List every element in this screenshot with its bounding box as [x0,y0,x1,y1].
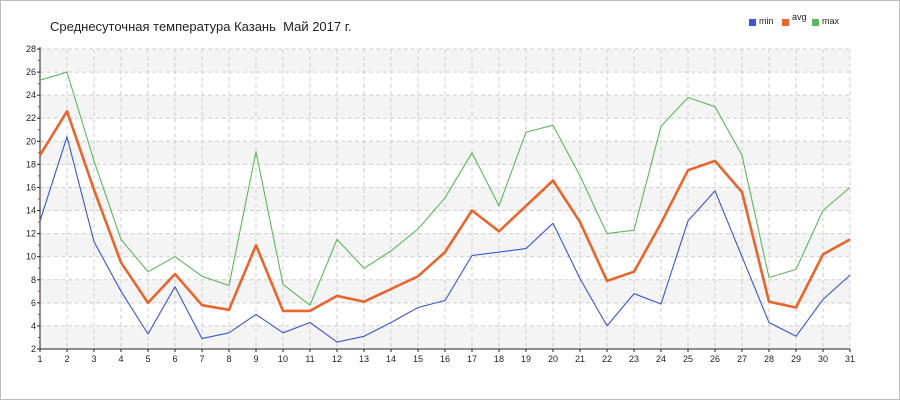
x-tick-label: 6 [172,354,177,364]
x-tick-label: 11 [305,354,314,364]
x-tick-label: 14 [386,354,396,364]
grid-band [40,141,850,165]
x-tick-label: 19 [521,354,531,364]
x-tick-label: 7 [199,354,204,364]
x-tick-label: 23 [629,354,639,364]
y-tick-label: 18 [26,159,36,169]
x-tick-label: 16 [440,354,450,364]
x-tick-label: 24 [656,354,666,364]
x-tick-label: 29 [791,354,801,364]
y-tick-label: 12 [26,229,36,239]
y-tick-label: 2 [31,344,36,354]
x-tick-label: 1 [37,354,42,364]
x-tick-label: 18 [494,354,504,364]
x-tick-label: 17 [467,354,477,364]
x-tick-label: 8 [226,354,231,364]
legend-label-max: max [822,16,840,26]
legend-label-min: min [759,16,774,26]
legend-swatch-max [812,19,819,26]
y-tick-label: 14 [26,206,36,216]
y-tick-label: 6 [31,298,36,308]
y-tick-label: 28 [26,44,36,54]
y-tick-label: 26 [26,67,36,77]
chart-title: Среднесуточная температура Казань Май 20… [50,19,352,34]
y-tick-label: 20 [26,136,36,146]
x-tick-label: 2 [64,354,69,364]
x-tick-label: 13 [359,354,369,364]
x-tick-label: 31 [845,354,855,364]
y-tick-label: 16 [26,182,36,192]
y-tick-label: 4 [31,321,36,331]
legend-swatch-avg [782,19,789,26]
y-tick-label: 8 [31,275,36,285]
x-tick-label: 30 [818,354,828,364]
x-tick-label: 15 [413,354,423,364]
legend-swatch-min [749,19,756,26]
y-tick-label: 24 [26,90,36,100]
x-tick-label: 12 [332,354,342,364]
x-tick-label: 5 [145,354,150,364]
series-line-avg [38,110,851,313]
x-tick-label: 3 [91,354,96,364]
grid-band [40,49,850,73]
x-tick-label: 25 [683,354,693,364]
grid-band [40,279,850,303]
x-tick-label: 27 [737,354,747,364]
x-tick-label: 4 [118,354,123,364]
x-tick-label: 28 [764,354,774,364]
x-tick-label: 20 [548,354,558,364]
x-tick-label: 9 [253,354,258,364]
y-tick-label: 10 [26,252,36,262]
x-tick-label: 10 [278,354,288,364]
y-tick-label: 22 [26,113,36,123]
x-tick-label: 26 [710,354,720,364]
series-line-min [39,136,851,343]
legend-label-avg: avg [792,12,807,22]
x-tick-label: 22 [602,354,612,364]
series-line-max [39,71,851,306]
x-tick-label: 21 [575,354,585,364]
